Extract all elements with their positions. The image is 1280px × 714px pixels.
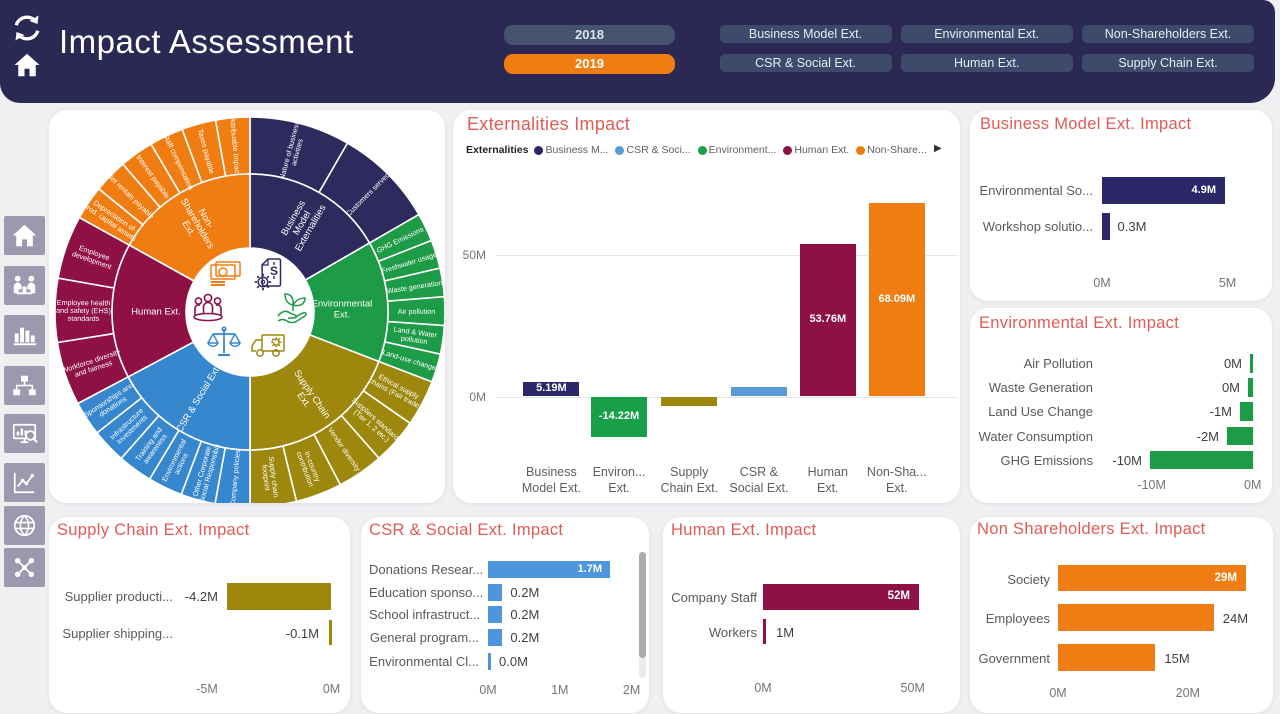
svg-text:Supply chainfootprint: Supply chainfootprint <box>259 456 281 499</box>
svg-text:Land & Waterpollution: Land & Waterpollution <box>392 324 438 347</box>
svg-text:Air pollution: Air pollution <box>398 307 436 316</box>
svg-text:Human Ext.: Human Ext. <box>131 307 181 318</box>
svg-text:S: S <box>270 264 278 278</box>
